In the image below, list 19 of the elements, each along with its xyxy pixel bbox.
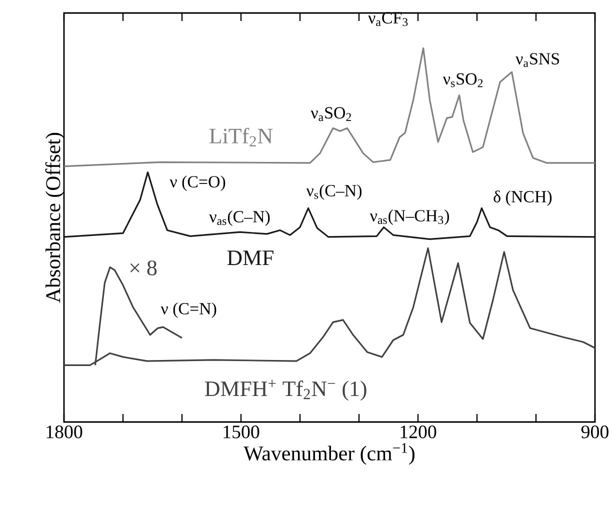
y-axis-title: Absorbance (Offset): [45, 132, 64, 303]
annotation: ν (C=N): [160, 302, 216, 318]
annotation: ν$_{s}$(C–N): [306, 184, 362, 200]
annotation: ν$_{a}$SNS: [516, 53, 559, 68]
x-tick-label: 1500: [224, 426, 260, 438]
series-label: LiTf$_{2}$N: [210, 128, 273, 146]
annotation: ν$_{as}$(N–CH$_{3}$): [370, 210, 450, 225]
annotation: δ (NCH): [494, 190, 552, 206]
series-label: DMFH$^{+}$ Tf$_{2}$N$^{−}$ (1): [205, 380, 366, 401]
x-axis-title: Wavenumber (cm$^{−1}$): [244, 443, 414, 465]
series-label: DMF: [227, 250, 274, 266]
x-tick-label: 1800: [46, 426, 82, 438]
series-label: × 8: [130, 260, 157, 276]
annotation: ν$_{a}$SO$_{2}$: [310, 107, 351, 122]
annotation: ν$_{as}$(C–N): [209, 210, 270, 226]
annotation: ν (C=O): [170, 176, 226, 191]
x-tick-label: 1200: [400, 426, 436, 438]
x-tick-label: 900: [581, 426, 608, 438]
annotation: ν$_{s}$SO$_{2}$: [442, 73, 483, 88]
